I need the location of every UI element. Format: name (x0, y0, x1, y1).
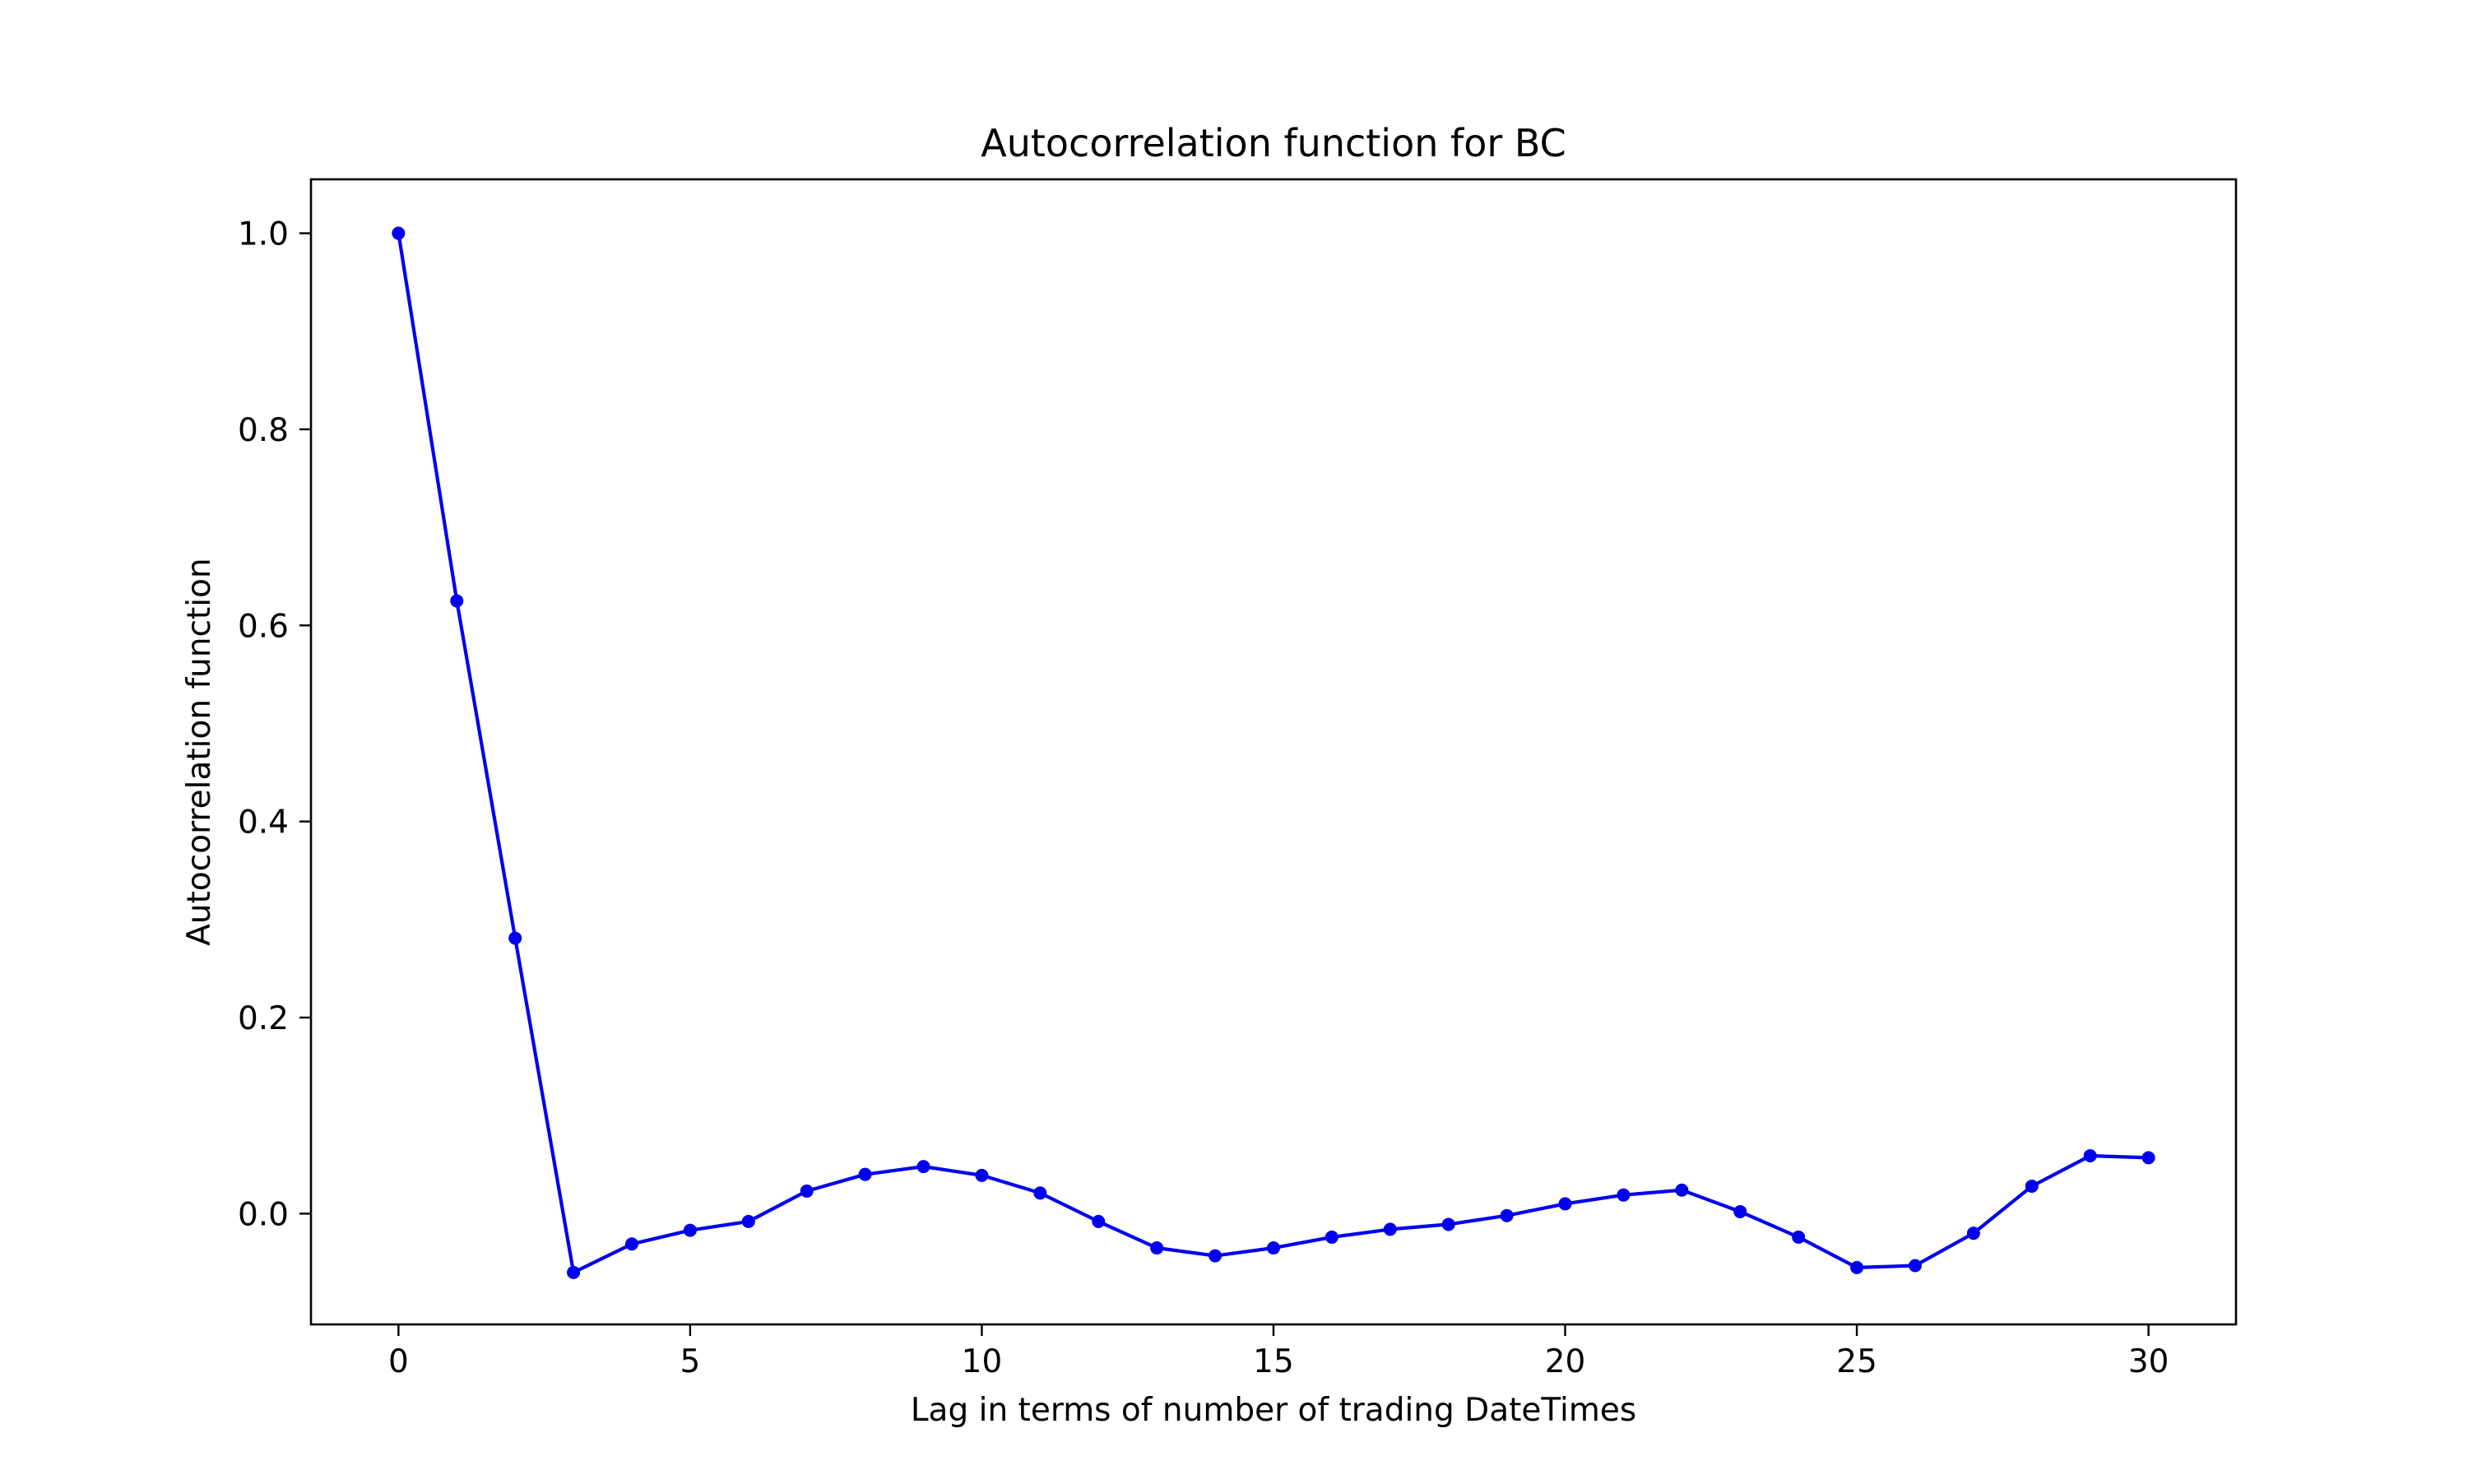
data-point (1267, 1241, 1280, 1255)
y-tick-label: 0.2 (238, 1000, 289, 1037)
data-point (1675, 1183, 1689, 1197)
data-point (1383, 1222, 1397, 1236)
data-point (1792, 1230, 1806, 1244)
data-point (1617, 1188, 1631, 1202)
data-point (1208, 1249, 1222, 1263)
data-point (1966, 1227, 1980, 1241)
x-axis-label: Lag in terms of number of trading DateTi… (911, 1392, 1636, 1429)
data-point (1150, 1241, 1164, 1255)
data-point (1033, 1186, 1047, 1200)
data-point (1500, 1208, 1514, 1222)
data-point (1850, 1260, 1864, 1274)
x-tick-label: 25 (1836, 1343, 1877, 1380)
data-point (567, 1265, 581, 1279)
data-point (858, 1167, 872, 1181)
data-point (1558, 1197, 1572, 1211)
y-tick-label: 0.0 (238, 1196, 289, 1233)
data-point (741, 1214, 755, 1228)
data-point (450, 594, 464, 608)
x-tick-label: 10 (962, 1343, 1003, 1380)
data-point (1909, 1259, 1922, 1273)
data-point (916, 1160, 930, 1174)
data-point (625, 1237, 638, 1251)
data-point (508, 931, 522, 945)
x-tick-label: 0 (388, 1343, 409, 1380)
y-axis-label: Autocorrelation function (181, 558, 218, 946)
data-point (2083, 1149, 2097, 1163)
plot-area-frame (309, 178, 2238, 1326)
x-tick-label: 30 (2128, 1343, 2169, 1380)
series-layer (392, 226, 2155, 1279)
data-point (1441, 1217, 1455, 1231)
data-point (2141, 1151, 2155, 1165)
y-tick-label: 0.6 (238, 608, 289, 645)
data-point (683, 1223, 697, 1237)
chart-title: Autocorrelation function for BC (981, 121, 1566, 165)
x-tick-label: 5 (680, 1343, 700, 1380)
y-axis: 0.0 0.2 0.4 0.6 0.8 1.0 (238, 216, 311, 1233)
y-tick-label: 1.0 (238, 216, 289, 253)
data-point (800, 1184, 814, 1198)
data-point (2025, 1179, 2039, 1193)
y-tick-label: 0.8 (238, 412, 289, 449)
data-point (1092, 1214, 1106, 1228)
data-point (1324, 1230, 1338, 1244)
y-tick-label: 0.4 (238, 805, 289, 842)
data-point (392, 226, 406, 240)
x-axis: 0 5 10 15 20 25 30 (388, 1324, 2169, 1380)
data-point (975, 1168, 989, 1182)
data-point (1733, 1204, 1747, 1218)
x-tick-label: 15 (1253, 1343, 1294, 1380)
x-tick-label: 20 (1545, 1343, 1586, 1380)
